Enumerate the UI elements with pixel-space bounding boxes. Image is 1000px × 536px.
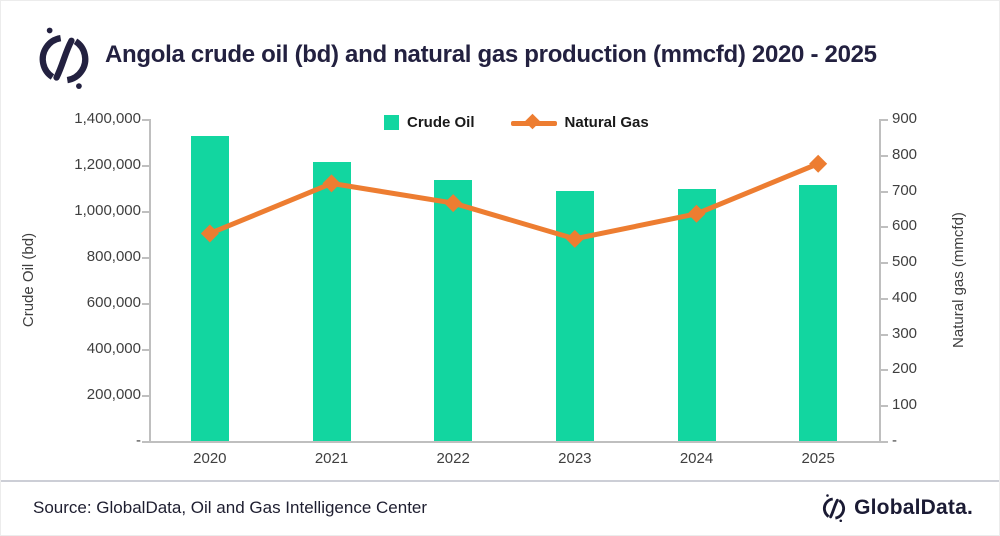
bar-crude-oil (799, 184, 838, 441)
right-axis-tick (881, 441, 888, 443)
bottom-axis-line (149, 441, 881, 443)
source-text: Source: GlobalData, Oil and Gas Intellig… (33, 498, 428, 517)
bar-crude-oil (190, 136, 229, 441)
x-axis-year-label: 2024 (679, 450, 714, 467)
natural-gas-marker (565, 229, 584, 248)
right-axis-tick-label: 400 (892, 288, 918, 306)
left-axis-tick (142, 303, 149, 305)
chart-area: Crude Oil (bd) Natural gas (mmcfd) 1,400… (1, 101, 999, 479)
x-axis-year-label: 2025 (801, 450, 835, 467)
right-axis-tick (881, 405, 888, 408)
footer-brand: GlobalData. (821, 493, 973, 523)
left-axis-tick-label: - (136, 432, 141, 449)
left-axis-tick-label: 1,400,000 (74, 110, 141, 127)
right-axis-tick (881, 154, 888, 157)
natural-gas-marker (200, 224, 219, 243)
globaldata-compass-icon (823, 494, 846, 523)
right-axis-tick-label: 200 (892, 360, 918, 378)
left-axis-tick (142, 349, 149, 351)
right-axis-tick-label: 600 (892, 217, 918, 235)
left-axis-title: Crude Oil (bd) (20, 232, 37, 328)
right-axis-tick (881, 226, 888, 229)
left-axis-tick (142, 257, 149, 259)
natural-gas-line-icon (510, 113, 557, 131)
right-axis-title: Natural gas (mmcfd) (950, 212, 967, 348)
brand-wordmark: GlobalData. (854, 496, 973, 519)
right-axis-tick-label: 900 (892, 110, 918, 127)
right-axis-tick (881, 333, 888, 336)
bar-crude-oil (312, 161, 351, 441)
left-axis-tick (142, 211, 149, 213)
left-axis-line (149, 119, 151, 441)
globaldata-compass-icon (39, 27, 89, 89)
left-axis-tick-label: 1,200,000 (74, 156, 141, 173)
crude-oil-swatch-icon (384, 115, 399, 130)
legend-item-crude-oil: Crude Oil (384, 114, 475, 131)
chart-legend: Crude Oil Natural Gas (384, 113, 649, 131)
left-axis-tick-label: 400,000 (86, 340, 141, 357)
right-axis-tick-label: 800 (892, 145, 918, 163)
right-axis-tick (881, 262, 888, 265)
left-axis-tick-label: 1,000,000 (74, 202, 141, 219)
right-axis-tick (881, 369, 888, 372)
legend-label-crude-oil: Crude Oil (407, 114, 475, 131)
natural-gas-marker (687, 204, 706, 223)
left-axis-tick (142, 119, 149, 121)
legend-item-natural-gas: Natural Gas (510, 113, 649, 131)
right-axis-tick-label: 300 (892, 324, 918, 342)
x-axis-year-label: 2023 (558, 450, 592, 467)
right-axis-tick-label: 500 (892, 253, 918, 271)
natural-gas-marker (322, 174, 341, 193)
legend-label-natural-gas: Natural Gas (564, 114, 649, 131)
x-axis-year-label: 2022 (436, 450, 470, 467)
x-axis-year-label: 2021 (314, 450, 349, 467)
right-axis-line (879, 119, 881, 441)
left-axis-tick-label: 200,000 (86, 386, 141, 403)
left-axis-tick (142, 441, 149, 443)
right-axis-tick-label: 700 (892, 181, 918, 199)
header: Angola crude oil (bd) and natural gas pr… (1, 1, 999, 101)
right-axis-tick (881, 190, 888, 193)
bar-crude-oil (434, 179, 473, 441)
right-axis-tick-label: 100 (892, 396, 918, 414)
left-axis-tick-label: 800,000 (86, 248, 141, 265)
left-axis-tick-label: 600,000 (86, 294, 141, 311)
natural-gas-marker (809, 154, 828, 173)
right-axis-tick (881, 119, 888, 121)
bar-crude-oil (677, 189, 716, 441)
natural-gas-line-series (200, 154, 828, 248)
left-axis-tick (142, 165, 149, 167)
page-title: Angola crude oil (bd) and natural gas pr… (105, 41, 877, 68)
footer-divider (1, 480, 999, 482)
right-axis-tick (881, 297, 888, 300)
x-axis-year-label: 2020 (193, 450, 227, 467)
right-axis-tick-label: - (892, 432, 897, 449)
left-axis-tick (142, 395, 149, 397)
natural-gas-marker (444, 194, 463, 213)
